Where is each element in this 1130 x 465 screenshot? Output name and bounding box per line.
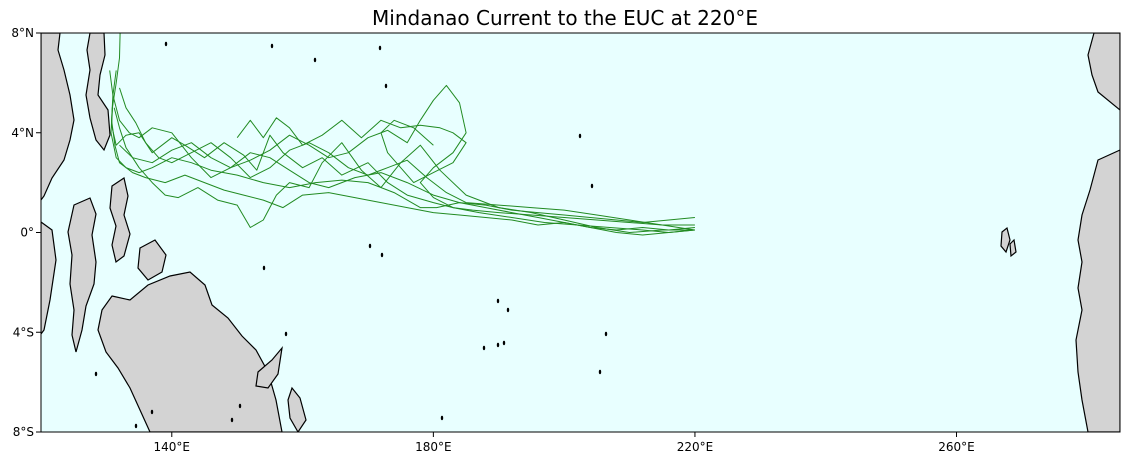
islet (483, 346, 485, 350)
islet (441, 416, 443, 420)
islet (314, 58, 316, 62)
y-tick-label: 0° (20, 226, 34, 240)
islet (135, 424, 137, 428)
x-axis-ticks: 140°E 180°E 220°E 260°E (154, 432, 975, 454)
x-tick-label: 220°E (677, 440, 714, 454)
islet (579, 134, 581, 138)
y-axis-ticks: 8°N 4°N 0° 4°S 8°S (11, 26, 41, 439)
islet (231, 418, 233, 422)
islet (591, 184, 593, 188)
islet (271, 44, 273, 48)
islet (605, 332, 607, 336)
x-tick-label: 140°E (154, 440, 191, 454)
islet (497, 343, 499, 347)
islet (507, 308, 509, 312)
islet (285, 332, 287, 336)
islet (263, 266, 265, 270)
islet (599, 370, 601, 374)
islet (165, 42, 167, 46)
islet (385, 84, 387, 88)
y-tick-label: 4°S (13, 325, 34, 339)
islet (379, 46, 381, 50)
islet (497, 299, 499, 303)
y-tick-label: 8°S (13, 425, 34, 439)
islet (95, 372, 97, 376)
y-tick-label: 4°N (11, 126, 34, 140)
islet (369, 244, 371, 248)
islet (503, 341, 505, 345)
islet (151, 410, 153, 414)
islet (381, 253, 383, 257)
x-tick-label: 180°E (415, 440, 452, 454)
y-tick-label: 8°N (11, 26, 34, 40)
islet (239, 404, 241, 408)
x-tick-label: 260°E (938, 440, 975, 454)
